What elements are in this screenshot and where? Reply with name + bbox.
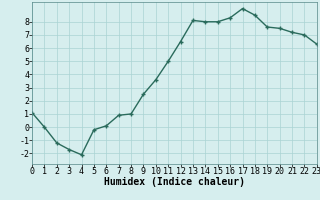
X-axis label: Humidex (Indice chaleur): Humidex (Indice chaleur): [104, 177, 245, 187]
